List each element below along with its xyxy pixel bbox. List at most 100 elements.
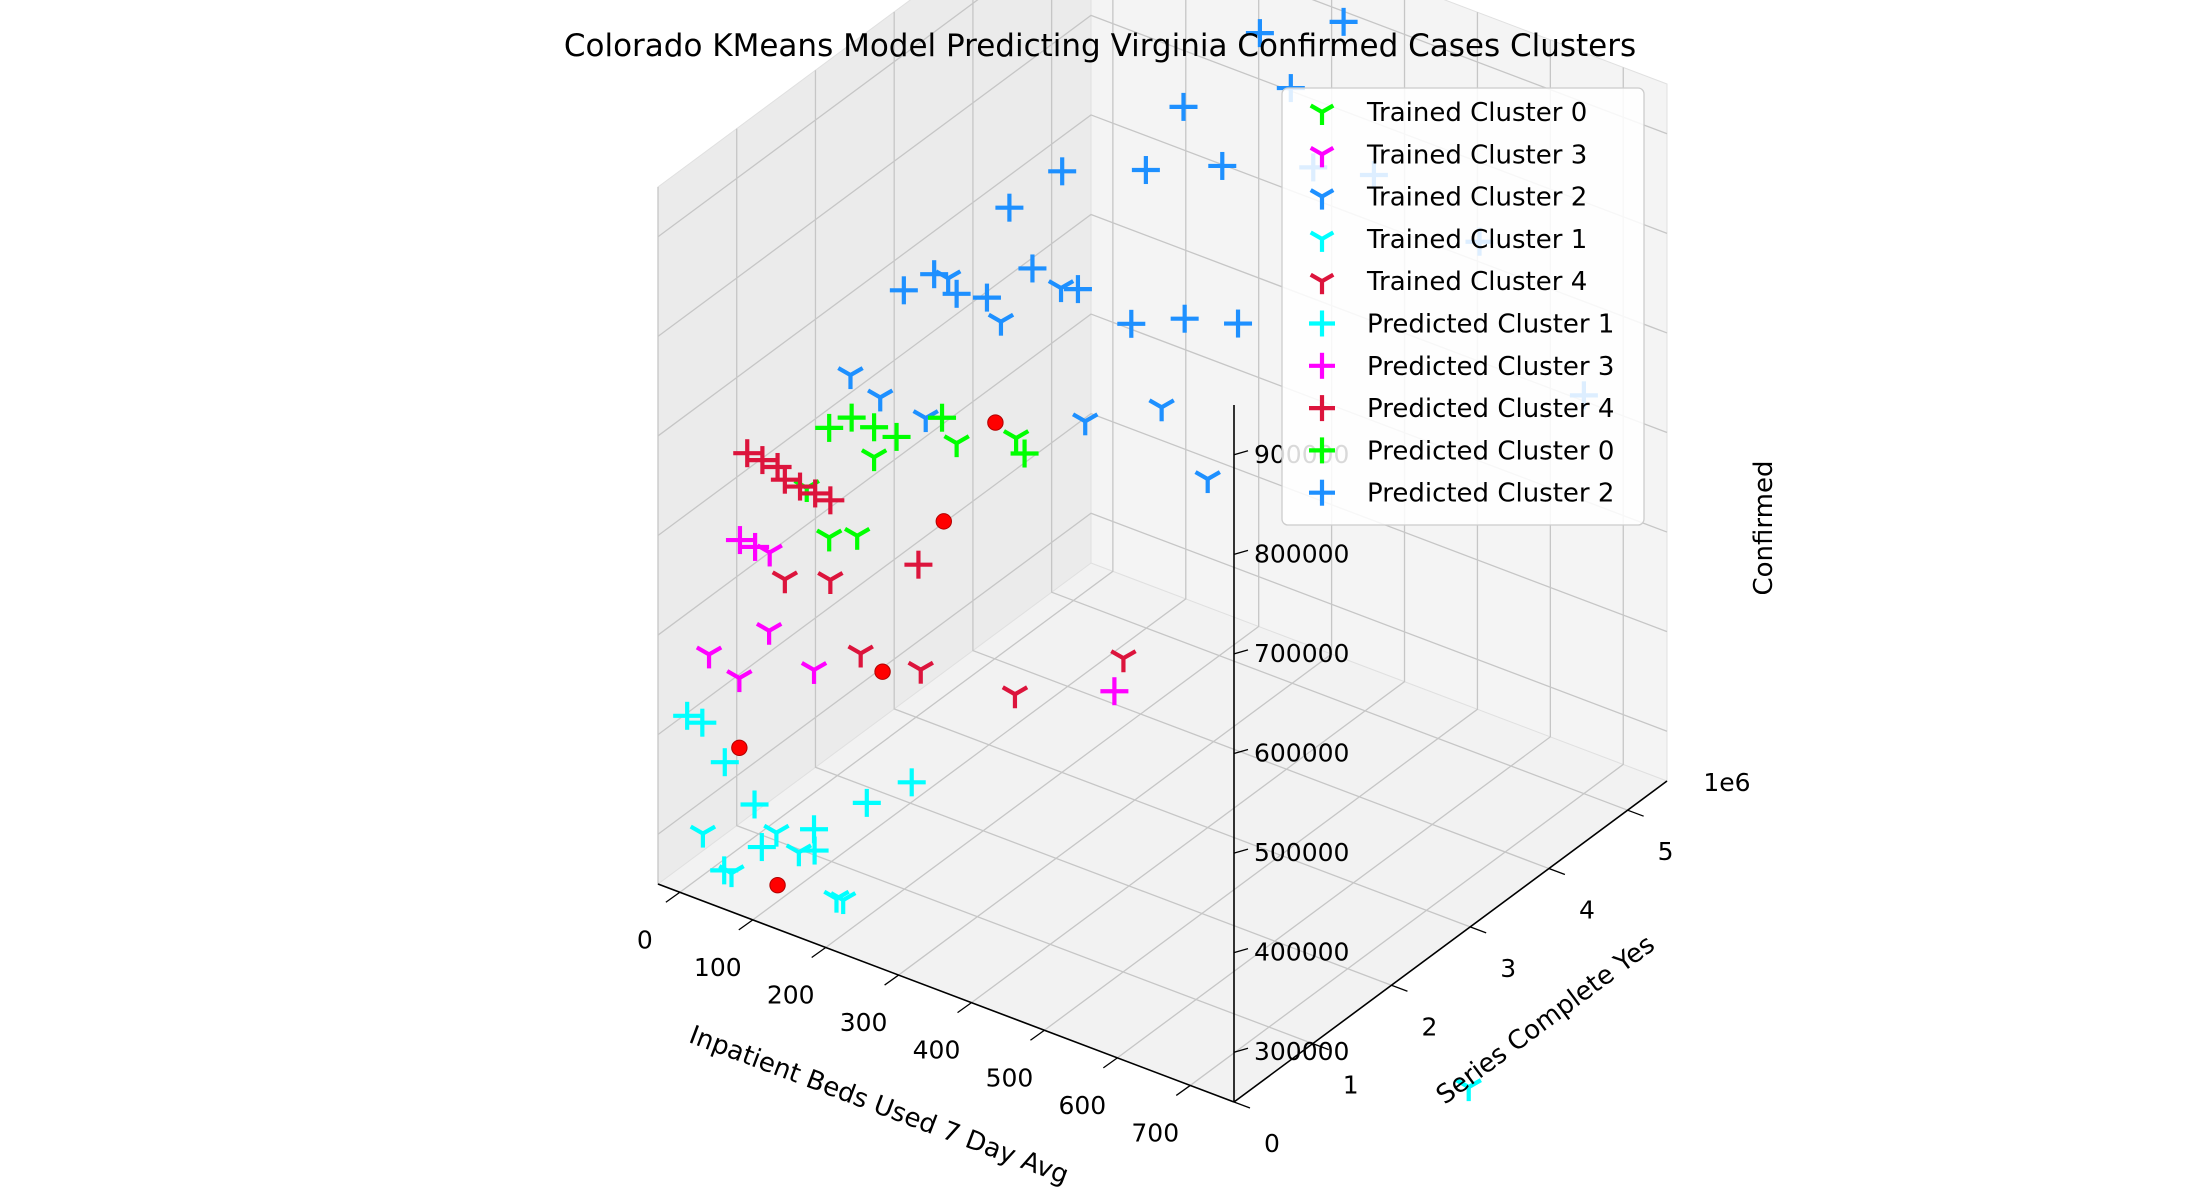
legend-marker xyxy=(1309,145,1335,168)
data-point xyxy=(843,526,871,550)
legend-marker xyxy=(1309,188,1335,210)
z-tick-label: 700000 xyxy=(1254,639,1349,668)
data-point xyxy=(1208,151,1237,180)
data-point xyxy=(726,669,753,693)
legend: Trained Cluster 0 Trained Cluster 3 Traine… xyxy=(1281,87,1645,526)
legend-label: Predicted Cluster 3 xyxy=(1367,352,1614,382)
grid-line-y xyxy=(736,128,1313,1045)
grid-line-y xyxy=(972,0,1550,870)
legend-label: Trained Cluster 3 xyxy=(1366,140,1587,170)
x-tick-mark xyxy=(665,891,681,903)
y-tick-mark xyxy=(1391,984,1408,992)
x-tick-mark xyxy=(1030,1029,1045,1041)
x-tick-mark xyxy=(738,919,754,931)
x-tick-label: 400 xyxy=(913,1036,961,1065)
data-point xyxy=(889,276,918,305)
data-point xyxy=(1047,279,1075,303)
data-point xyxy=(1224,309,1253,338)
legend-label: Trained Cluster 0 xyxy=(1366,98,1587,128)
legend-marker xyxy=(1309,395,1335,422)
data-point xyxy=(1194,470,1221,494)
data-point xyxy=(866,388,894,412)
data-point xyxy=(928,403,957,432)
data-point xyxy=(912,409,939,433)
x-tick-label: 0 xyxy=(637,925,653,954)
z-tick-label: 600000 xyxy=(1254,739,1349,768)
data-point xyxy=(741,532,770,561)
data-point xyxy=(837,403,866,432)
z-axis-label: Confirmed xyxy=(1749,461,1779,596)
data-point xyxy=(1010,439,1039,468)
tick-labels: 0 100 200 300 400 500 600 700 0 1 2 3 4 5 300000 400000… xyxy=(637,440,1751,1158)
data-point xyxy=(816,486,845,515)
data-point xyxy=(1329,7,1358,36)
x-tick-mark xyxy=(1102,1057,1118,1069)
data-point xyxy=(972,283,1001,312)
data-point xyxy=(1001,685,1029,709)
z-tick-label: 800000 xyxy=(1254,539,1349,568)
data-point xyxy=(1131,156,1160,185)
z-tick-mark xyxy=(1233,450,1249,456)
data-point xyxy=(755,621,783,645)
y-tick-label: 5 xyxy=(1658,837,1674,866)
legend-label: Predicted Cluster 4 xyxy=(1367,394,1614,424)
legend-marker xyxy=(1309,437,1335,464)
data-point xyxy=(987,312,1015,336)
data-point xyxy=(1063,275,1092,304)
grid-line-y xyxy=(814,70,1392,986)
data-point xyxy=(733,439,762,468)
legend-label: Trained Cluster 1 xyxy=(1366,225,1587,255)
data-point xyxy=(740,790,769,819)
y-offset-label: 1e6 xyxy=(1703,768,1750,797)
data-point xyxy=(847,644,874,668)
legend-label: Predicted Cluster 0 xyxy=(1367,436,1614,466)
z-tick-mark xyxy=(1233,649,1249,655)
z-tick-mark xyxy=(1233,549,1249,555)
grid-line-x xyxy=(752,0,1187,921)
data-point xyxy=(763,823,790,847)
y-tick-label: 4 xyxy=(1579,896,1595,925)
legend-box xyxy=(1281,87,1645,526)
data-point xyxy=(771,570,799,594)
legend-marker xyxy=(1309,352,1335,379)
x-axis-label: Inpatient Beds Used 7 Day Avg xyxy=(685,1020,1073,1191)
z-tick-mark xyxy=(1233,848,1249,854)
grid-line-y xyxy=(1050,0,1628,811)
x-tick-label: 300 xyxy=(840,1008,888,1037)
data-point xyxy=(817,571,844,594)
legend-label: Trained Cluster 2 xyxy=(1366,183,1587,213)
y-tick-label: 2 xyxy=(1422,1012,1438,1041)
y-tick-label: 3 xyxy=(1500,954,1516,983)
data-point xyxy=(907,660,934,684)
data-point xyxy=(770,465,799,494)
data-point xyxy=(710,748,739,777)
data-point xyxy=(935,513,952,530)
data-point xyxy=(786,472,815,501)
data-point xyxy=(1245,19,1274,48)
data-point xyxy=(731,739,748,757)
data-point xyxy=(852,788,881,817)
data-point xyxy=(1072,412,1099,436)
legend-marker xyxy=(1309,103,1335,125)
data-point xyxy=(897,768,926,797)
data-point xyxy=(943,434,970,458)
x-tick-mark xyxy=(811,946,827,958)
y-axis-label: Series Complete Yes xyxy=(1431,929,1661,1110)
data-point xyxy=(837,366,864,390)
data-point xyxy=(1002,429,1030,453)
legend-marker xyxy=(1309,479,1335,506)
y-tick-mark xyxy=(1469,926,1487,934)
data-point xyxy=(1455,1078,1482,1102)
grid-line-y xyxy=(893,11,1471,928)
x-axis-line xyxy=(657,883,1235,1103)
z-tick-label: 400000 xyxy=(1254,938,1349,967)
data-point xyxy=(725,526,754,555)
data-point xyxy=(769,876,786,894)
z-tick-label: 500000 xyxy=(1254,838,1349,867)
z-tick-mark xyxy=(1233,948,1249,954)
y-tick-mark xyxy=(1312,1043,1329,1051)
data-point xyxy=(1018,254,1047,283)
data-point xyxy=(1110,649,1137,673)
x-tick-label: 700 xyxy=(1131,1118,1179,1147)
